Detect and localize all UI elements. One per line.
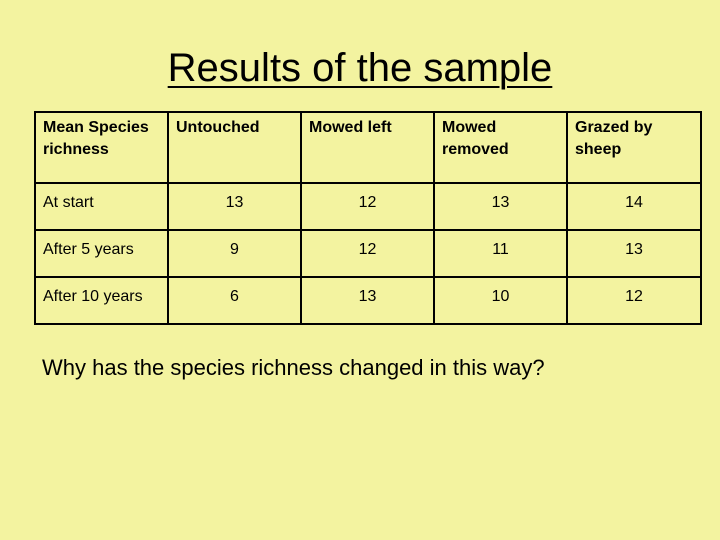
table-row: At start 13 12 13 14 [34, 182, 702, 231]
table-cell: 12 [300, 229, 435, 278]
table-cell: 6 [167, 276, 302, 325]
question-text: Why has the species richness changed in … [42, 355, 545, 380]
table-cell: 9 [167, 229, 302, 278]
table-row: After 10 years 6 13 10 12 [34, 276, 702, 325]
header-mowed-removed: Mowed removed [433, 111, 568, 184]
table-cell: 13 [566, 229, 702, 278]
table-row: After 5 years 9 12 11 13 [34, 229, 702, 278]
table-header-row: Mean Species richness Untouched Mowed le… [34, 111, 702, 184]
table-cell: 10 [433, 276, 568, 325]
slide-title: Results of the sample [0, 42, 720, 94]
header-untouched: Untouched [167, 111, 302, 184]
row-label: After 5 years [34, 229, 169, 278]
table-cell: 13 [433, 182, 568, 231]
table-cell: 14 [566, 182, 702, 231]
header-mowed-left: Mowed left [300, 111, 435, 184]
header-mean-species-richness: Mean Species richness [34, 111, 169, 184]
row-label: At start [34, 182, 169, 231]
row-label: After 10 years [34, 276, 169, 325]
table-cell: 12 [300, 182, 435, 231]
table-cell: 12 [566, 276, 702, 325]
table-cell: 13 [167, 182, 302, 231]
results-table: Mean Species richness Untouched Mowed le… [34, 111, 702, 325]
slide-title-text: Results of the sample [167, 46, 553, 90]
header-grazed-by-sheep: Grazed by sheep [566, 111, 702, 184]
table-cell: 13 [300, 276, 435, 325]
table-cell: 11 [433, 229, 568, 278]
